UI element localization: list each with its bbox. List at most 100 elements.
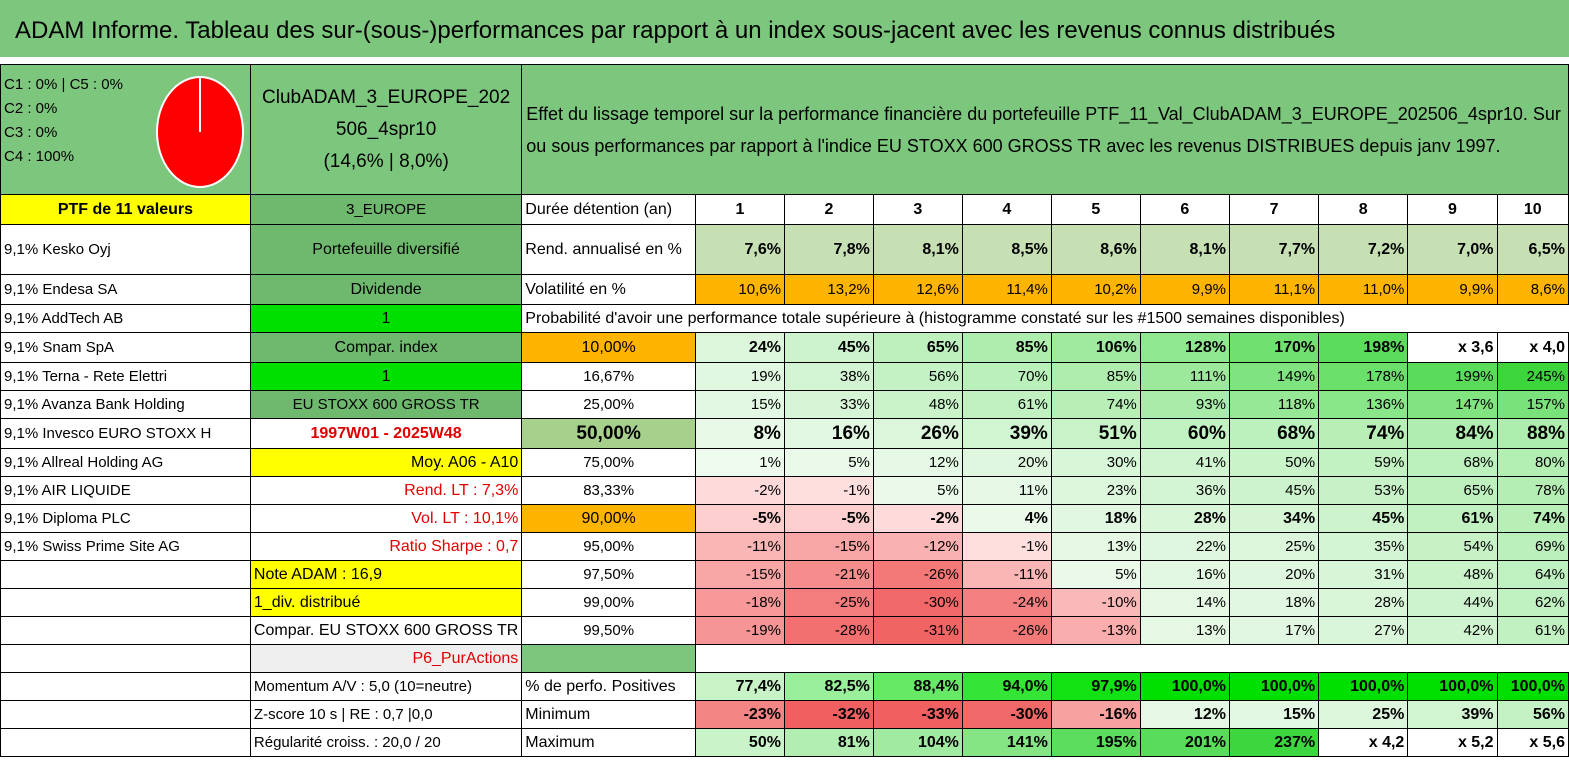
stat-value: 12% (1139, 700, 1230, 729)
stat-value: 237% (1228, 728, 1320, 757)
quantile-row: Compar. EU STOXX 600 GROSS TR 99,50% -19%… (0, 616, 1569, 645)
rend-value: 6,5% (1496, 224, 1569, 275)
quantile-row: 9,1% AIR LIQUIDE Rend. LT : 7,3% 83,33% -… (0, 476, 1569, 505)
stat-value: 201% (1139, 728, 1230, 757)
holding-row: 9,1% Snam SpA (0, 332, 251, 363)
holding-row: 9,1% Invesco EURO STOXX H (0, 418, 251, 449)
dividend-value[interactable]: 1 (249, 304, 523, 333)
quantile-row: Note ADAM : 16,9 97,50% -15% -21% -26% -11% 5… (0, 560, 1569, 589)
rend-value: 7,8% (783, 224, 874, 275)
quantile-value: 16% (783, 418, 874, 449)
quantile-label: 16,67% (521, 362, 696, 391)
diversified-label: Portefeuille diversifié (249, 224, 523, 275)
holding-row: 9,1% Terna - Rete Elettri (0, 362, 251, 391)
quantile-value: 74% (1496, 504, 1569, 533)
pie-legend-item: C2 : 0% (4, 100, 58, 117)
sharpe-ratio: Ratio Sharpe : 0,7 (249, 532, 523, 561)
empty-holding (0, 728, 251, 757)
quantile-value: 44% (1407, 588, 1498, 617)
quantile-value: 38% (783, 362, 874, 391)
quantile-value: 56% (872, 362, 963, 391)
quantile-value: 93% (1139, 390, 1230, 419)
vol-value: 11,0% (1318, 274, 1409, 305)
quantile-value: 157% (1496, 390, 1569, 419)
holding-row: 9,1% Allreal Holding AG (0, 448, 251, 477)
stat-value: 100,0% (1496, 672, 1569, 701)
quantile-value: 8% (695, 418, 785, 449)
year-header: 7 (1228, 194, 1320, 225)
quantile-value: 36% (1139, 476, 1230, 505)
stat-value: 100,0% (1228, 672, 1320, 701)
year-header: 6 (1139, 194, 1230, 225)
stat-value: x 5,2 (1407, 728, 1498, 757)
quantile-label: 97,50% (521, 560, 696, 589)
quantile-value: 106% (1050, 332, 1141, 363)
duration-label: Durée détention (an) (521, 194, 696, 225)
quantile-value: 20% (961, 448, 1052, 477)
quantile-value: -30% (872, 588, 963, 617)
ptf-header: PTF de 11 valeurs (0, 194, 251, 225)
rend-value: 8,1% (1139, 224, 1230, 275)
quantile-value: -19% (695, 616, 785, 645)
vol-value: 12,6% (872, 274, 963, 305)
index-name: EU STOXX 600 GROSS TR (249, 390, 523, 419)
quantile-value: 26% (872, 418, 963, 449)
quantile-value: 147% (1407, 390, 1498, 419)
quantile-value: -1% (961, 532, 1052, 561)
compar-label: Compar. EU STOXX 600 GROSS TR (249, 616, 523, 645)
vol-value: 13,2% (783, 274, 874, 305)
quantile-value: -11% (961, 560, 1052, 589)
quantile-value: 19% (695, 362, 785, 391)
quantile-row: 9,1% Terna - Rete Elettri 1 16,67% 19% 38%… (0, 362, 1569, 391)
quantile-value: -5% (695, 504, 785, 533)
stat-row: Z-score 10 s | RE : 0,7 |0,0 Minimum -23%… (0, 700, 1569, 729)
stat-row: Momentum A/V : 5,0 (10=neutre) % de perf… (0, 672, 1569, 701)
quantile-value: 13% (1050, 532, 1141, 561)
stat-label: % de perfo. Positives (521, 672, 696, 701)
quantile-value: -26% (961, 616, 1052, 645)
quantile-value: 61% (1496, 616, 1569, 645)
stat-label: Maximum (521, 728, 696, 757)
quantile-value: 18% (1228, 588, 1320, 617)
quantile-value: 35% (1318, 532, 1409, 561)
rend-value: 7,2% (1318, 224, 1409, 275)
portfolio-name-line: 506_4spr10 (335, 118, 437, 140)
year-header: 8 (1318, 194, 1409, 225)
quantile-row: 9,1% Swiss Prime Site AG Ratio Sharpe : … (0, 532, 1569, 561)
stat-value: x 4,2 (1318, 728, 1409, 757)
quantile-value: 45% (1228, 476, 1320, 505)
regularity: Régularité croiss. : 20,0 / 20 (249, 728, 523, 757)
stat-value: 82,5% (783, 672, 874, 701)
quantile-value: -1% (783, 476, 874, 505)
year-header: 3 (872, 194, 963, 225)
portfolio-perf: (14,6% | 8,0%) (323, 150, 449, 172)
quantile-value: -25% (783, 588, 874, 617)
vol-lt: Vol. LT : 10,1% (249, 504, 523, 533)
quantile-value: -15% (783, 532, 874, 561)
quantile-value: -10% (1050, 588, 1141, 617)
stat-value: 88,4% (872, 672, 963, 701)
quantile-value: 28% (1318, 588, 1409, 617)
quantile-value: -26% (872, 560, 963, 589)
year-header: 10 (1496, 194, 1569, 225)
quantile-value: 88% (1496, 418, 1569, 449)
empty-cell (696, 645, 1569, 673)
empty-holding (0, 588, 251, 617)
quantile-value: 64% (1496, 560, 1569, 589)
year-header: 4 (961, 194, 1052, 225)
stat-value: 104% (872, 728, 963, 757)
compar-index-value[interactable]: 1 (249, 362, 523, 391)
stat-value: 39% (1407, 700, 1498, 729)
stat-value: 77,4% (695, 672, 785, 701)
year-header: 5 (1050, 194, 1141, 225)
quantile-value: 41% (1139, 448, 1230, 477)
quantile-label: 95,00% (521, 532, 696, 561)
quantile-value: 198% (1318, 332, 1409, 363)
quantile-row: 9,1% Invesco EURO STOXX H 1997W01 - 2025… (0, 418, 1569, 449)
quantile-label: 50,00% (521, 418, 696, 449)
quantile-value: 74% (1318, 418, 1409, 449)
rend-label: Rend. annualisé en % (521, 224, 696, 275)
quantile-value: -11% (695, 532, 785, 561)
quantile-label: 75,00% (521, 448, 696, 477)
adam-note: Note ADAM : 16,9 (249, 560, 523, 589)
